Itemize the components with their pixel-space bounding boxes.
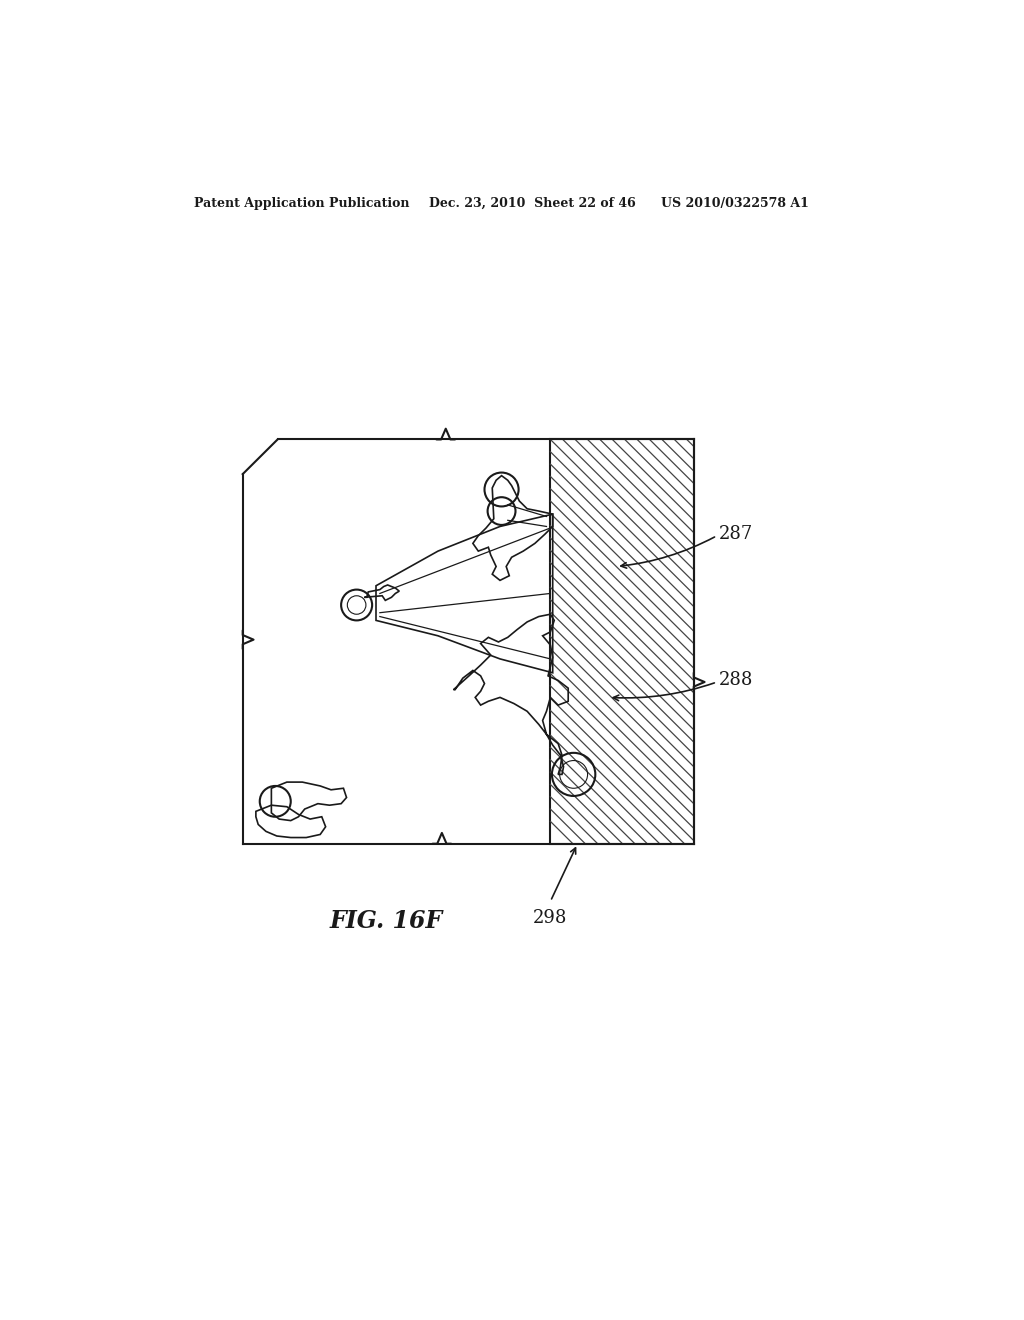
Text: US 2010/0322578 A1: US 2010/0322578 A1 <box>662 197 809 210</box>
Text: Patent Application Publication: Patent Application Publication <box>194 197 410 210</box>
Bar <box>550 440 693 843</box>
Text: Dec. 23, 2010  Sheet 22 of 46: Dec. 23, 2010 Sheet 22 of 46 <box>429 197 636 210</box>
Text: 288: 288 <box>719 672 753 689</box>
Text: 298: 298 <box>534 909 567 927</box>
Text: 287: 287 <box>719 525 753 543</box>
Text: FIG. 16F: FIG. 16F <box>330 909 442 933</box>
